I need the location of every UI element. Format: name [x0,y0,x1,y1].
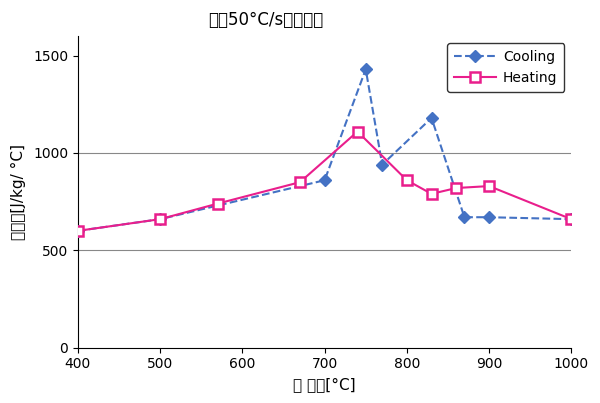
Heating [74,229,82,233]
Cooling [74,229,82,233]
X-axis label: 温 度　[°C]: 温 度 [°C] [293,377,356,392]
Heating [214,201,221,206]
Legend: Cooling, Heating: Cooling, Heating [448,43,565,92]
Cooling [568,217,575,222]
Cooling [428,116,435,120]
Cooling [379,162,386,167]
Line: Cooling: Cooling [74,65,575,235]
Cooling [461,215,468,220]
Cooling [362,67,370,72]
Title: 冷速50°C/sで冷却時: 冷速50°C/sで冷却時 [208,11,323,29]
Heating [485,184,493,189]
Heating [157,217,164,222]
Heating [428,191,435,196]
Heating [452,186,460,191]
Y-axis label: 比熱　[J/kg/ °C]: 比熱 [J/kg/ °C] [11,144,26,240]
Heating [296,180,304,185]
Line: Heating: Heating [73,127,576,236]
Heating [403,178,410,183]
Cooling [485,215,493,220]
Heating [568,217,575,222]
Heating [354,129,361,134]
Cooling [157,217,164,222]
Cooling [321,178,328,183]
